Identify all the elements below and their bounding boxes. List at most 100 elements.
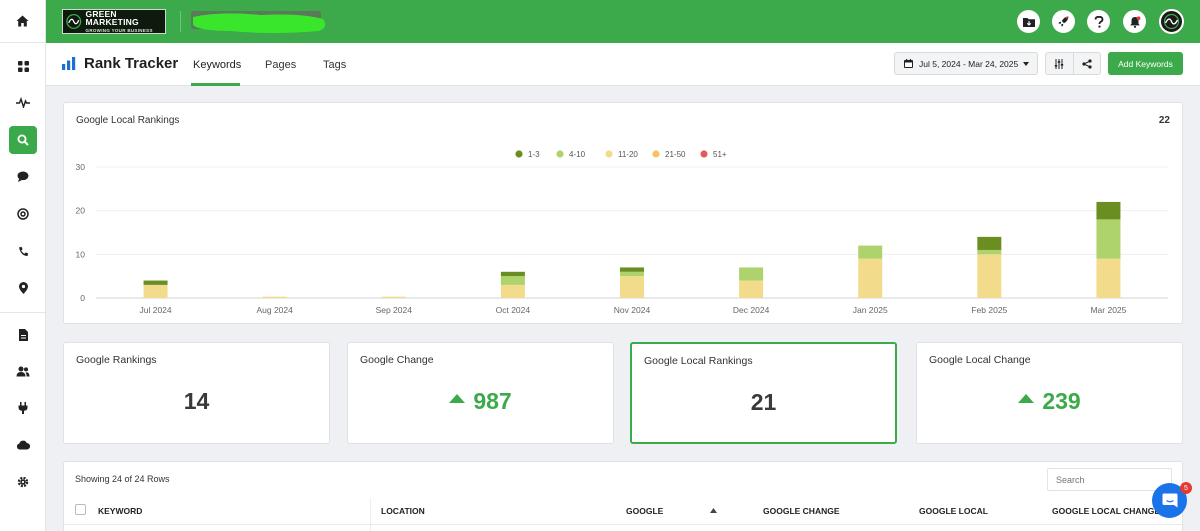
- logo-text-secondary: GROWING YOUR BUSINESS: [85, 27, 153, 33]
- sidebar-divider: [0, 312, 46, 313]
- bar-segment: [977, 236, 1002, 250]
- share-icon: [1082, 58, 1092, 69]
- column-header-google-local[interactable]: GOOGLE LOCAL: [919, 506, 988, 516]
- x-tick-label: Feb 2025: [971, 305, 1007, 315]
- active-tab-indicator: [191, 83, 240, 86]
- stat-label: Google Local Rankings: [644, 355, 753, 367]
- sidebar-item-chat[interactable]: [9, 162, 37, 190]
- bar-segment: [1096, 201, 1121, 220]
- help-button[interactable]: [1087, 10, 1110, 33]
- logo-text-primary: GREEN MARKETING: [85, 8, 139, 28]
- column-header-location[interactable]: LOCATION: [381, 506, 425, 516]
- stat-label: Google Rankings: [76, 354, 157, 366]
- sliders-icon: [1055, 58, 1064, 69]
- bar-segment: [858, 245, 883, 259]
- user-avatar[interactable]: [1159, 9, 1184, 34]
- chat-widget-button[interactable]: [1152, 483, 1187, 518]
- trend-up-icon: [1018, 394, 1035, 403]
- quick-actions-button[interactable]: [1052, 10, 1075, 33]
- stat-value: 987: [348, 388, 613, 415]
- column-header-google-local-change[interactable]: GOOGLE LOCAL CHANGE: [1052, 506, 1160, 516]
- sidebar-item-users[interactable]: [9, 357, 37, 385]
- stat-label: Google Local Change: [929, 354, 1031, 366]
- avatar-logo-icon: [1163, 13, 1180, 30]
- sidebar-item-phone[interactable]: [9, 237, 37, 265]
- date-range-label: Jul 5, 2024 - Mar 24, 2025: [919, 58, 1019, 69]
- date-range-picker[interactable]: Jul 5, 2024 - Mar 24, 2025: [894, 52, 1038, 75]
- header-divider: [180, 11, 181, 32]
- table-search-input[interactable]: [1047, 468, 1172, 491]
- rocket-icon: [1058, 16, 1069, 27]
- chat-icon: [17, 171, 29, 182]
- x-tick-label: Sep 2024: [376, 305, 413, 315]
- column-divider: [370, 498, 371, 531]
- column-header-google[interactable]: GOOGLE: [626, 506, 664, 516]
- gear-icon: [17, 476, 29, 488]
- legend-swatch: [605, 150, 613, 158]
- x-tick-label: Oct 2024: [496, 305, 531, 315]
- tab-keywords[interactable]: Keywords: [193, 59, 242, 71]
- sidebar-item-activity[interactable]: [9, 88, 37, 116]
- plug-icon: [18, 402, 28, 414]
- sidebar-item-support[interactable]: [9, 200, 37, 228]
- folder-download-button[interactable]: [1017, 10, 1040, 33]
- select-all-checkbox[interactable]: [75, 504, 86, 515]
- users-icon: [16, 366, 30, 376]
- x-tick-label: Jan 2025: [853, 305, 888, 315]
- sidebar-item-search[interactable]: [9, 126, 37, 154]
- bar-segment: [858, 258, 883, 298]
- chart-title: Google Local Rankings: [76, 115, 180, 126]
- sidebar-item-location[interactable]: [9, 274, 37, 302]
- question-icon: [1094, 15, 1103, 28]
- column-header-keyword[interactable]: KEYWORD: [98, 506, 143, 516]
- sidebar-item-reports[interactable]: [9, 321, 37, 349]
- legend-label: 21-50: [665, 150, 686, 159]
- bar-segment: [500, 276, 525, 285]
- legend-label: 1-3: [528, 150, 540, 159]
- bell-icon: [1129, 15, 1140, 28]
- page-title: Rank Tracker: [84, 55, 179, 72]
- legend-swatch: [652, 150, 660, 158]
- add-keywords-button[interactable]: Add Keywords: [1108, 52, 1183, 75]
- sort-ascending-icon[interactable]: [710, 508, 717, 513]
- search-icon: [17, 134, 29, 146]
- brand-logo[interactable]: GREEN MARKETING GROWING YOUR BUSINESS: [62, 9, 166, 34]
- stat-card-google-change[interactable]: Google Change 987: [347, 342, 614, 444]
- stat-value: 21: [750, 389, 777, 415]
- keywords-table-card: Showing 24 of 24 Rows KEYWORD LOCATION G…: [63, 461, 1184, 531]
- y-tick-label: 20: [76, 206, 86, 216]
- location-pin-icon: [18, 282, 28, 294]
- y-tick-label: 30: [76, 162, 86, 172]
- page-header: Rank Tracker Keywords Pages Tags Jul 5, …: [46, 43, 1200, 86]
- support-icon: [17, 208, 29, 220]
- trend-up-icon: [449, 394, 466, 403]
- stat-card-google-rankings[interactable]: Google Rankings 14: [63, 342, 330, 444]
- stat-card-google-local-change[interactable]: Google Local Change 239: [916, 342, 1183, 444]
- tab-tags[interactable]: Tags: [323, 59, 347, 71]
- rows-info: Showing 24 of 24 Rows: [75, 474, 170, 484]
- share-button[interactable]: [1072, 53, 1101, 74]
- phone-icon: [18, 246, 28, 256]
- bar-segment: [620, 276, 644, 298]
- tab-pages[interactable]: Pages: [265, 59, 297, 71]
- bar-segment: [1096, 258, 1121, 298]
- column-header-google-change[interactable]: GOOGLE CHANGE: [763, 506, 840, 516]
- filter-settings-button[interactable]: [1046, 53, 1073, 74]
- document-icon: [18, 329, 28, 341]
- sidebar-item-settings[interactable]: [9, 468, 37, 496]
- stat-card-google-local-rankings[interactable]: Google Local Rankings 21: [630, 342, 897, 444]
- stat-label: Google Change: [360, 354, 434, 366]
- legend-swatch: [556, 150, 564, 158]
- chevron-down-icon: [1023, 61, 1030, 66]
- bar-segment: [500, 284, 525, 298]
- sidebar-item-cloud[interactable]: [9, 431, 37, 459]
- sidebar-item-dashboard[interactable]: [9, 52, 37, 80]
- notifications-button[interactable]: [1123, 10, 1146, 33]
- x-tick-label: Aug 2024: [256, 305, 293, 315]
- local-rankings-chart-card: 0 10 20 30 1-3 4-10 11-20 21-50 51+ Jul 2024 Aug 2…: [63, 102, 1183, 324]
- chart-total-count: 22: [1158, 115, 1170, 126]
- bar-segment: [620, 271, 644, 277]
- sidebar-item-home[interactable]: [0, 0, 45, 43]
- sidebar-item-integrations[interactable]: [9, 394, 37, 422]
- bar-segment: [143, 280, 168, 285]
